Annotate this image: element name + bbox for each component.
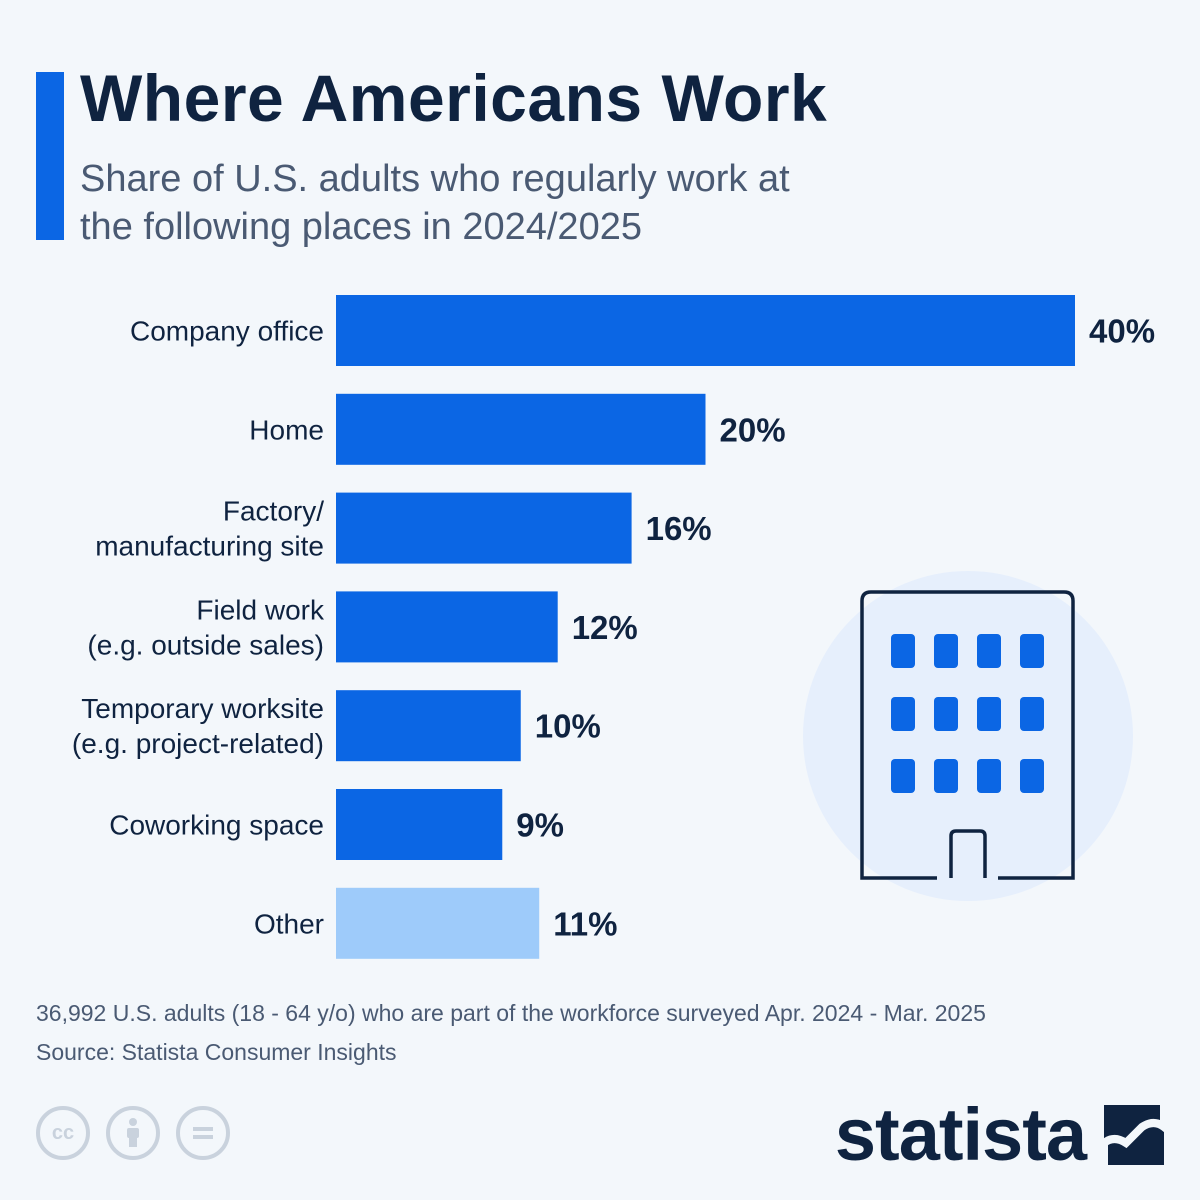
chart-title: Where Americans Work	[80, 61, 828, 135]
bar	[336, 295, 1075, 366]
value-label: 20%	[720, 411, 786, 448]
cc-icon: cc	[36, 1106, 90, 1160]
value-label: 9%	[516, 807, 564, 844]
cc-icon-text: cc	[51, 1121, 75, 1144]
bar	[336, 789, 503, 860]
bar	[336, 887, 540, 959]
value-label: 10%	[535, 708, 601, 745]
source-text: Source: Statista Consumer Insights	[36, 1039, 397, 1065]
bar	[336, 690, 521, 762]
value-label: 16%	[646, 510, 712, 547]
bar	[336, 393, 706, 465]
category-label: Coworking space	[109, 810, 324, 841]
category-label: Home	[249, 414, 324, 445]
license-icons: cc	[36, 1106, 230, 1160]
category-label: Temporary worksite (e.g. project-related)	[72, 693, 324, 759]
bar-chart: 40% Company office 20% Home 16% Factory/manuf…	[72, 295, 1155, 959]
statista-logo: statista	[834, 1093, 1164, 1176]
survey-note: 36,992 U.S. adults (18 - 64 y/o) who are…	[36, 1000, 986, 1026]
bar	[336, 591, 558, 663]
bar	[336, 492, 632, 564]
attribution-icon	[106, 1106, 160, 1160]
value-label: 11%	[553, 905, 617, 942]
brand-wordmark: statista	[834, 1093, 1087, 1176]
category-label: Other	[254, 908, 324, 939]
statista-mark-icon	[1104, 1105, 1164, 1165]
value-label: 40%	[1089, 313, 1155, 350]
chart-subtitle: Share of U.S. adults who regularly work …	[80, 158, 790, 248]
title-accent-bar	[36, 72, 64, 240]
no-derivatives-icon	[176, 1106, 230, 1160]
value-label: 12%	[572, 609, 638, 646]
office-building-icon	[803, 571, 1133, 901]
category-label: Company office	[130, 316, 324, 347]
category-label: Field work (e.g. outside sales)	[87, 594, 325, 660]
category-label: Factory/manufacturing site	[95, 496, 324, 562]
